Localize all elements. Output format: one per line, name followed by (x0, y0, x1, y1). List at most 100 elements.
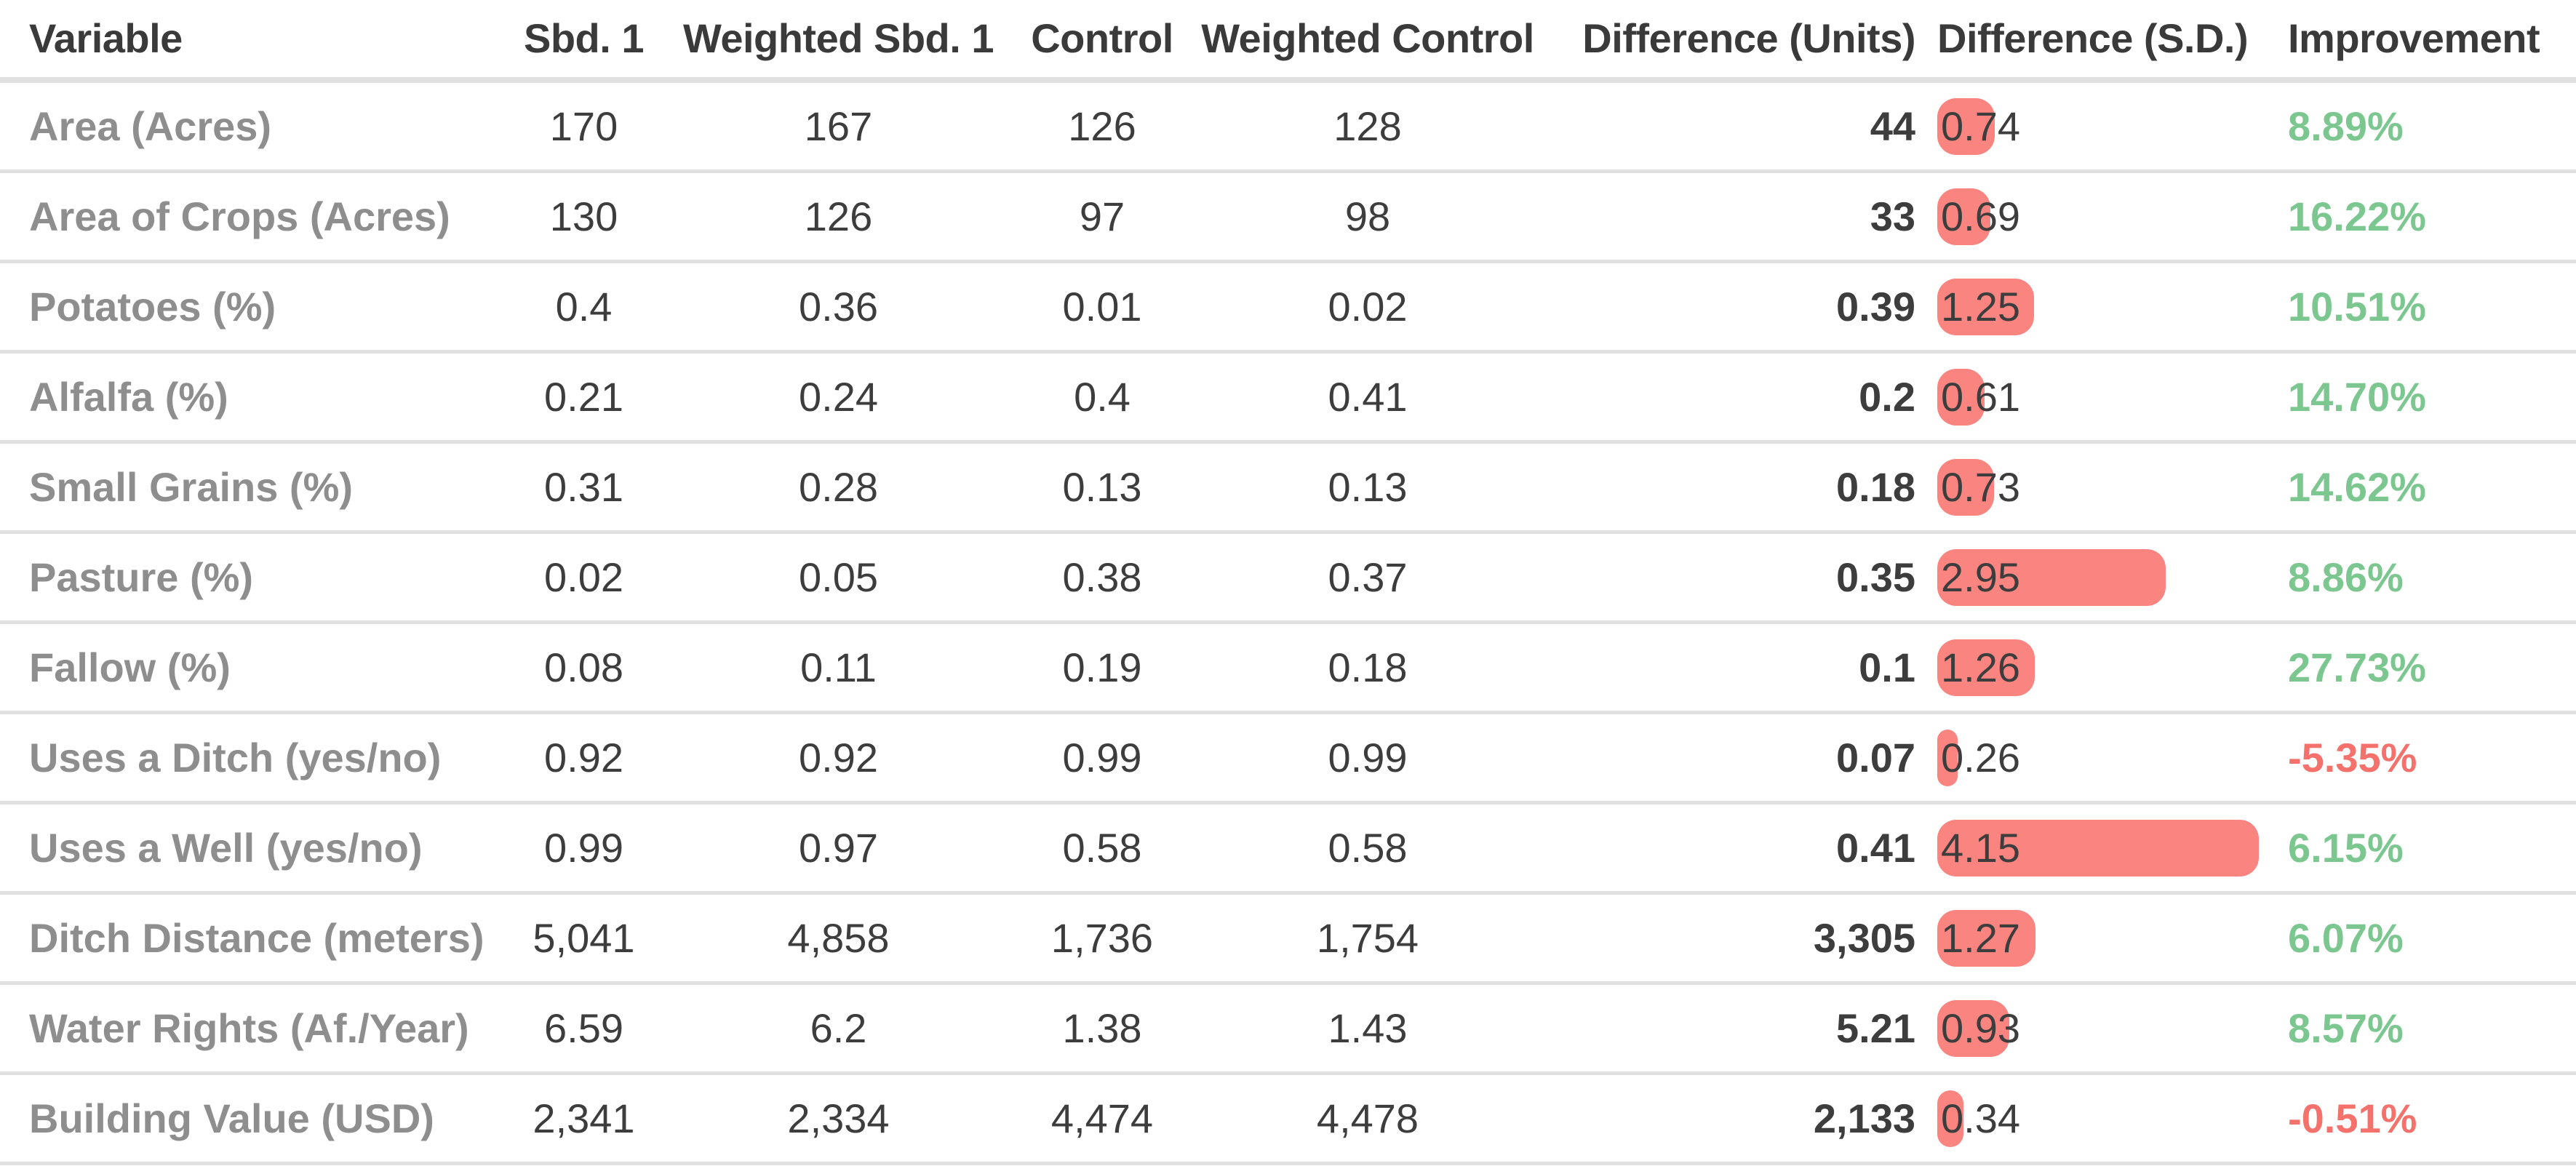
cell-sbd1: 6.59 (544, 1005, 623, 1051)
cell-difference-units: 0.41 (1836, 824, 1915, 871)
row-label: Ditch Distance (meters) (29, 914, 485, 961)
table-row: Area (Acres) 170 167 126 128 44 0.74 8.8… (0, 83, 2576, 173)
cell-sbd1: 130 (549, 193, 618, 239)
cell-control: 1.38 (1062, 1005, 1142, 1051)
cell-sbd1: 2,341 (533, 1095, 635, 1141)
cell-weighted-control: 0.58 (1328, 824, 1408, 871)
cell-control: 4,474 (1050, 1095, 1154, 1141)
cell-weighted-sbd1: 126 (804, 193, 873, 239)
cell-sbd1: 0.31 (544, 463, 623, 510)
cell-control: 0.58 (1062, 824, 1142, 871)
cell-difference-units: 0.1 (1859, 644, 1915, 690)
cell-sbd1: 0.4 (555, 283, 613, 330)
column-header-control: Control (1031, 15, 1173, 61)
table-row: Alfalfa (%) 0.21 0.24 0.4 0.41 0.2 0.61 … (0, 354, 2576, 444)
cell-difference-sd: 0.73 (1937, 444, 2288, 530)
cell-control: 0.19 (1062, 644, 1142, 690)
sd-bar (1937, 729, 1958, 786)
row-label: Small Grains (%) (29, 463, 354, 510)
table-row: Area of Crops (Acres) 130 126 97 98 33 0… (0, 173, 2576, 263)
cell-weighted-control: 0.99 (1328, 734, 1408, 780)
cell-weighted-sbd1: 0.36 (799, 283, 878, 330)
column-header-difference-units: Difference (Units) (1582, 15, 1915, 61)
sd-value: 2.95 (1941, 554, 2020, 600)
cell-improvement: 27.73% (2288, 644, 2426, 690)
cell-difference-sd: 0.74 (1937, 83, 2288, 169)
sd-bar (1937, 999, 2009, 1057)
cell-sbd1: 0.02 (544, 554, 623, 600)
column-header-weighted-control: Weighted Control (1201, 15, 1534, 61)
cell-difference-units: 3,305 (1813, 914, 1915, 961)
cell-difference-units: 0.2 (1859, 373, 1915, 420)
cell-control: 97 (1079, 193, 1125, 239)
cell-difference-sd: 4.15 (1937, 804, 2288, 891)
sd-bar (1937, 548, 2166, 606)
cell-sbd1: 170 (549, 103, 618, 149)
cell-difference-sd: 1.27 (1937, 895, 2288, 981)
table-row: Small Grains (%) 0.31 0.28 0.13 0.13 0.1… (0, 444, 2576, 534)
cell-improvement: -0.51% (2288, 1095, 2417, 1141)
cell-control: 1,736 (1050, 914, 1154, 961)
cell-sbd1: 0.99 (544, 824, 623, 871)
sd-value: 0.34 (1941, 1095, 2020, 1141)
column-header-sbd1: Sbd. 1 (523, 15, 645, 61)
cell-weighted-sbd1: 6.2 (810, 1005, 867, 1051)
row-label: Alfalfa (%) (29, 373, 228, 420)
cell-difference-sd: 2.95 (1937, 534, 2288, 620)
cell-weighted-control: 0.41 (1328, 373, 1408, 420)
cell-difference-units: 0.07 (1836, 734, 1915, 780)
sd-bar (1937, 368, 1985, 426)
cell-sbd1: 5,041 (533, 914, 635, 961)
sd-value: 0.73 (1941, 463, 2020, 510)
cell-difference-sd: 0.93 (1937, 985, 2288, 1071)
cell-weighted-control: 1.43 (1328, 1005, 1408, 1051)
cell-sbd1: 0.21 (544, 373, 623, 420)
sd-bar (1937, 819, 2259, 877)
cell-control: 0.13 (1062, 463, 1142, 510)
sd-value: 0.93 (1941, 1005, 2020, 1051)
cell-improvement: 6.15% (2288, 824, 2404, 871)
cell-control: 0.99 (1062, 734, 1142, 780)
cell-sbd1: 0.92 (544, 734, 623, 780)
cell-weighted-control: 0.13 (1328, 463, 1408, 510)
cell-weighted-control: 98 (1344, 193, 1391, 239)
sd-value: 0.61 (1941, 373, 2020, 420)
cell-weighted-control: 4,478 (1316, 1095, 1419, 1141)
table-row: Fallow (%) 0.08 0.11 0.19 0.18 0.1 1.26 … (0, 624, 2576, 714)
cell-control: 126 (1068, 103, 1136, 149)
sd-value: 4.15 (1941, 824, 2020, 871)
column-header-improvement: Improvement (2288, 15, 2540, 61)
table-row: Ditch Distance (meters) 5,041 4,858 1,73… (0, 895, 2576, 985)
row-label: Pasture (%) (29, 554, 254, 600)
cell-difference-sd: 0.61 (1937, 354, 2288, 440)
table-row: Uses a Ditch (yes/no) 0.92 0.92 0.99 0.9… (0, 714, 2576, 804)
row-label: Building Value (USD) (29, 1095, 434, 1141)
cell-improvement: 10.51% (2288, 283, 2426, 330)
row-label: Fallow (%) (29, 644, 231, 690)
table-row: Pasture (%) 0.02 0.05 0.38 0.37 0.35 2.9… (0, 534, 2576, 624)
cell-weighted-sbd1: 0.92 (799, 734, 878, 780)
cell-difference-sd: 0.34 (1937, 1075, 2288, 1162)
cell-weighted-control: 0.02 (1328, 283, 1408, 330)
cell-control: 0.4 (1074, 373, 1131, 420)
cell-weighted-control: 0.37 (1328, 554, 1408, 600)
row-label: Potatoes (%) (29, 283, 276, 330)
cell-difference-units: 5.21 (1836, 1005, 1915, 1051)
cell-weighted-sbd1: 0.28 (799, 463, 878, 510)
row-label: Water Rights (Af./Year) (29, 1005, 469, 1051)
table-row: Uses a Well (yes/no) 0.99 0.97 0.58 0.58… (0, 804, 2576, 895)
cell-difference-sd: 1.26 (1937, 624, 2288, 711)
column-header-difference-sd: Difference (S.D.) (1937, 15, 2249, 61)
cell-difference-units: 0.39 (1836, 283, 1915, 330)
cell-difference-units: 44 (1870, 103, 1915, 149)
sd-bar (1937, 909, 2035, 967)
cell-weighted-sbd1: 167 (804, 103, 873, 149)
cell-difference-units: 33 (1870, 193, 1915, 239)
cell-weighted-sbd1: 0.11 (800, 644, 877, 690)
cell-control: 0.38 (1062, 554, 1142, 600)
cell-weighted-sbd1: 0.05 (799, 554, 878, 600)
sd-value: 0.69 (1941, 193, 2020, 239)
cell-difference-units: 0.18 (1836, 463, 1915, 510)
cell-weighted-sbd1: 0.97 (799, 824, 878, 871)
